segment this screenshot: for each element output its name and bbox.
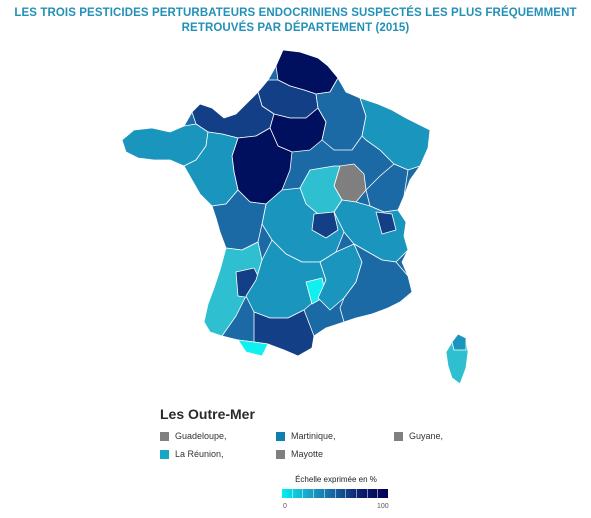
legend-item-guadeloupe: Guadeloupe, <box>160 431 227 441</box>
title-line-2: RETROUVÉS PAR DÉPARTEMENT (2015) <box>181 22 410 34</box>
legend-item-martinique: Martinique, <box>276 431 336 441</box>
legend-item-guyane: Guyane, <box>394 431 443 441</box>
region-loire <box>183 131 239 207</box>
scale-title: Échelle exprimée en % <box>295 475 377 484</box>
scale-min-label: 0 <box>283 503 287 510</box>
legend-swatch <box>160 449 169 459</box>
legend-swatch <box>394 431 403 441</box>
title-line-1: LES TROIS PESTICIDES PERTURBATEURS ENDOC… <box>14 7 577 19</box>
scale-max-label: 100 <box>377 503 389 510</box>
region-dark-east <box>375 211 397 235</box>
region-lorraine <box>359 97 431 171</box>
legend-swatch <box>160 431 169 441</box>
legend-item-mayotte: Mayotte <box>276 449 323 459</box>
legend-item-la-reunion: La Réunion, <box>160 449 224 459</box>
outre-mer-title: Les Outre-Mer <box>160 406 255 422</box>
map-title: LES TROIS PESTICIDES PERTURBATEURS ENDOC… <box>0 6 591 36</box>
legend-label: Martinique, <box>291 431 336 441</box>
legend-label: Guadeloupe, <box>175 431 227 441</box>
legend-label: La Réunion, <box>175 449 224 459</box>
legend-swatch <box>276 431 285 441</box>
legend-label: Mayotte <box>291 449 324 459</box>
region-dark-mid <box>311 211 339 239</box>
color-scale-bar <box>282 489 388 498</box>
legend-label: Guyane, <box>409 431 444 441</box>
region-paca <box>339 243 413 323</box>
legend-swatch <box>276 449 285 459</box>
region-aquitaine <box>203 241 263 337</box>
region-poitou <box>211 189 267 251</box>
corsica-north <box>451 333 467 351</box>
region-bretagne <box>121 123 209 167</box>
france-map <box>121 49 469 385</box>
region-bright-b <box>237 339 269 357</box>
